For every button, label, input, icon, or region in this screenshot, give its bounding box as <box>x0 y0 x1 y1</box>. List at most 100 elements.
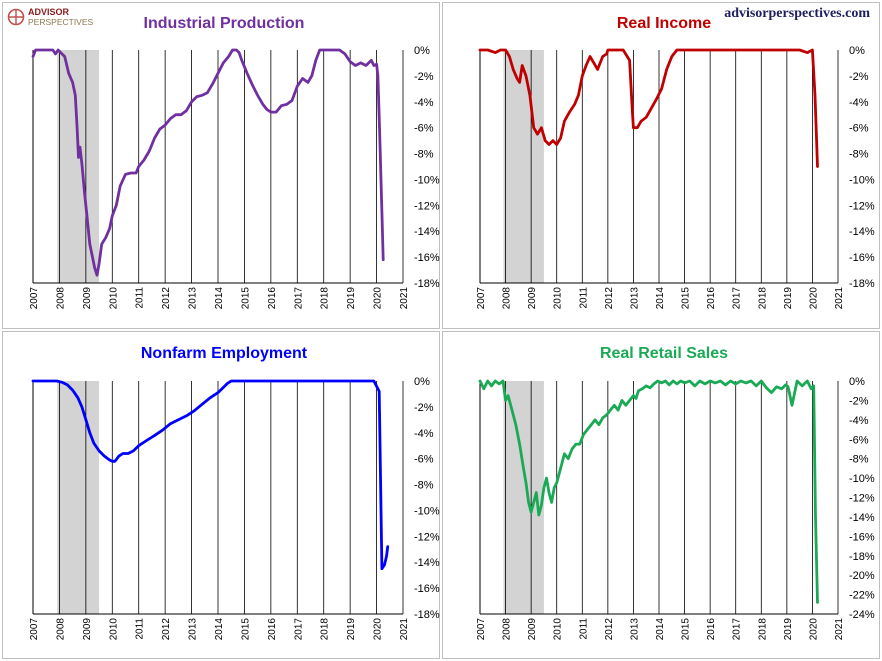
x-tick-2012: 2012 <box>161 618 172 641</box>
x-tick-2018: 2018 <box>757 287 768 310</box>
y-tick-label: -6% <box>849 434 869 446</box>
chart-employment: 2007 2008 2009 2010 2011 2012 2013 2014 2015 2016… <box>29 345 440 640</box>
y-tick-label: -14% <box>414 557 440 569</box>
y-tick-label: -20% <box>849 570 875 582</box>
y-tick-label: -2% <box>414 402 434 414</box>
y-tick-label: -10% <box>414 174 440 186</box>
x-tick-2019: 2019 <box>783 287 794 310</box>
x-tick-2016: 2016 <box>706 618 717 641</box>
x-tick-2021: 2021 <box>834 287 845 310</box>
panel-income-border <box>442 2 880 329</box>
y-tick-label: -8% <box>414 480 434 492</box>
x-tick-2013: 2013 <box>188 618 199 641</box>
x-tick-2014: 2014 <box>214 618 225 641</box>
x-tick-2015: 2015 <box>240 287 251 310</box>
x-tick-2015: 2015 <box>681 618 692 641</box>
y-tick-label: -14% <box>849 512 875 524</box>
y-tick-label: -14% <box>414 226 440 238</box>
x-tick-2021: 2021 <box>399 618 410 641</box>
y-tick-label: 0% <box>414 376 430 388</box>
chart-title-industrial: Industrial Production <box>144 15 305 32</box>
y-tick-label: -6% <box>414 123 434 135</box>
logo-mark-icon <box>7 8 25 26</box>
y-tick-label: -4% <box>414 428 434 440</box>
y-tick-label: -10% <box>849 174 875 186</box>
chart-title-income: Real Income <box>617 15 711 32</box>
brand-logo: ADVISOR PERSPECTIVES <box>7 7 94 27</box>
y-tick-label: -16% <box>849 252 875 264</box>
x-tick-2011: 2011 <box>135 618 146 640</box>
x-tick-2008: 2008 <box>502 287 513 310</box>
x-tick-2019: 2019 <box>783 618 794 641</box>
recession-band <box>57 50 100 283</box>
x-tick-2008: 2008 <box>502 618 513 641</box>
x-tick-2007: 2007 <box>476 287 487 310</box>
x-tick-2011: 2011 <box>578 618 589 640</box>
x-tick-2011: 2011 <box>135 287 146 309</box>
x-tick-2021: 2021 <box>399 287 410 310</box>
x-tick-2017: 2017 <box>293 618 304 641</box>
chart-industrial: 2007 2008 2009 2010 2011 2012 2013 2014 2015 2016… <box>29 15 440 309</box>
recession-band <box>503 50 544 283</box>
x-tick-2012: 2012 <box>604 618 615 641</box>
y-tick-label: 0% <box>849 376 865 388</box>
y-tick-label: -16% <box>414 252 440 264</box>
x-tick-2009: 2009 <box>527 287 538 310</box>
x-tick-2011: 2011 <box>578 287 589 309</box>
y-tick-label: -24% <box>849 609 875 621</box>
x-tick-2012: 2012 <box>604 287 615 310</box>
brand-website: advisorperspectives.com <box>724 6 870 21</box>
x-tick-2018: 2018 <box>320 618 331 641</box>
x-tick-2018: 2018 <box>320 287 331 310</box>
x-tick-2016: 2016 <box>267 618 278 641</box>
y-tick-label: -2% <box>849 71 869 83</box>
x-tick-2020: 2020 <box>808 287 819 310</box>
chart-title-retail: Real Retail Sales <box>600 345 728 362</box>
x-tick-2010: 2010 <box>108 287 119 310</box>
y-tick-label: -8% <box>414 149 434 161</box>
recession-band <box>57 381 100 614</box>
y-tick-label: -8% <box>849 454 869 466</box>
x-tick-2008: 2008 <box>55 618 66 641</box>
x-tick-2019: 2019 <box>346 287 357 310</box>
y-tick-label: -8% <box>849 149 869 161</box>
series-line-income <box>478 48 819 168</box>
y-tick-label: -18% <box>849 551 875 563</box>
y-tick-label: -18% <box>414 278 440 290</box>
y-tick-label: -2% <box>849 395 869 407</box>
chart-title-employment: Nonfarm Employment <box>141 345 308 362</box>
y-tick-label: -18% <box>849 278 875 290</box>
x-tick-2013: 2013 <box>629 287 640 310</box>
x-tick-2010: 2010 <box>553 287 564 310</box>
series-line-retail <box>478 379 819 604</box>
y-tick-label: -14% <box>849 226 875 238</box>
x-tick-2012: 2012 <box>161 287 172 310</box>
panel-industrial-border <box>2 2 440 329</box>
x-tick-2017: 2017 <box>732 287 743 310</box>
y-tick-label: -4% <box>414 97 434 109</box>
logo-line2: PERSPECTIVES <box>28 17 94 27</box>
x-tick-2014: 2014 <box>655 287 666 310</box>
x-tick-2013: 2013 <box>629 618 640 641</box>
y-tick-label: -6% <box>414 454 434 466</box>
logo-line1: ADVISOR <box>28 7 70 17</box>
x-tick-2014: 2014 <box>214 287 225 310</box>
x-tick-2016: 2016 <box>267 287 278 310</box>
series-line-industrial <box>31 48 385 277</box>
y-tick-label: -10% <box>414 505 440 517</box>
y-tick-label: -4% <box>849 415 869 427</box>
y-tick-label: -16% <box>414 583 440 595</box>
x-tick-2007: 2007 <box>29 618 40 641</box>
x-tick-2009: 2009 <box>82 287 93 310</box>
y-tick-label: -22% <box>849 590 875 602</box>
y-tick-label: -12% <box>849 493 875 505</box>
x-tick-2019: 2019 <box>346 618 357 641</box>
x-tick-2017: 2017 <box>293 287 304 310</box>
x-tick-2018: 2018 <box>757 618 768 641</box>
x-tick-2009: 2009 <box>527 618 538 641</box>
x-tick-2013: 2013 <box>188 287 199 310</box>
x-tick-2014: 2014 <box>655 618 666 641</box>
y-tick-label: -16% <box>849 531 875 543</box>
